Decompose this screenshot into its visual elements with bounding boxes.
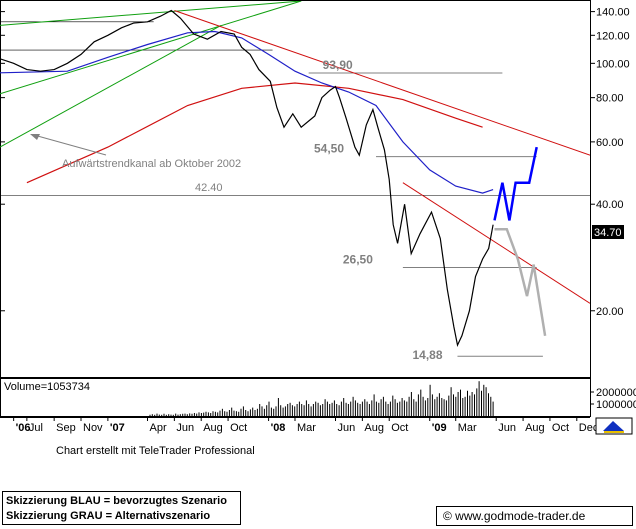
x-tick-label-3: Nov xyxy=(83,422,103,434)
y-tick-label-1: 120.00 xyxy=(596,30,630,42)
x-tick-label-12: Aug xyxy=(364,422,384,434)
y-tick-label-3: 80.00 xyxy=(596,93,624,105)
legend-box: Skizzierung BLAU = bevorzugtes Szenario … xyxy=(2,491,241,525)
downtrend-line-short xyxy=(402,182,590,304)
legend-grey: Skizzierung GRAU = Alternativszenario xyxy=(6,510,210,522)
credit-text: Chart erstellt mit TeleTrader Profession… xyxy=(56,445,255,457)
level-label-2: 42.40 xyxy=(195,182,223,194)
x-tick-label-4: '07 xyxy=(110,422,125,434)
y-tick-label-2: 100.00 xyxy=(596,58,630,70)
x-tick-label-17: Aug xyxy=(525,422,545,434)
volume-tick-label-1: 1000000 xyxy=(596,399,636,411)
x-tick-label-1: Jul xyxy=(29,422,43,434)
volume-label: Volume=1053734 xyxy=(4,381,90,393)
site-logo[interactable]: © www.godmode-trader.de xyxy=(436,506,633,526)
x-tick-label-18: Oct xyxy=(552,422,569,434)
channel-annotation: Aufwärtstrendkanal ab Oktober 2002 xyxy=(62,158,241,170)
level-label-0: 93,90 xyxy=(323,58,353,72)
annotation-arrow xyxy=(30,134,107,156)
x-tick-label-7: Aug xyxy=(203,422,223,434)
scroll-icon[interactable] xyxy=(595,417,633,435)
x-tick-label-2: Sep xyxy=(56,422,76,434)
x-tick-label-10: Mar xyxy=(297,422,316,434)
trend-channel-upper xyxy=(0,1,302,26)
moving-average-red xyxy=(26,82,483,184)
x-tick-label-9: '08 xyxy=(271,422,286,434)
y-tick-label-6: 20.00 xyxy=(596,306,624,318)
last-price-box xyxy=(592,225,624,239)
scenario-grey xyxy=(494,227,547,336)
x-tick-label-11: Jun xyxy=(338,422,356,434)
price-panel: 93,90 54,50 42.40 26,50 14,88 xyxy=(0,0,591,378)
y-tick-label-5: 40.00 xyxy=(596,199,624,211)
price-axis: 140.00 120.00 100.00 80.00 60.00 40.00 20.00 3… xyxy=(0,7,630,318)
price-series xyxy=(0,9,494,347)
scenario-blue xyxy=(493,146,538,221)
level-label-1: 54,50 xyxy=(314,142,344,156)
level-label-3: 26,50 xyxy=(343,253,373,267)
level-label-4: 14,88 xyxy=(412,348,442,362)
x-tick-label-13: Oct xyxy=(391,422,408,434)
x-tick-label-15: Mar xyxy=(458,422,477,434)
x-tick-label-16: Jun xyxy=(498,422,516,434)
y-tick-label-0: 140.00 xyxy=(596,7,630,19)
x-tick-label-6: Jun xyxy=(176,422,194,434)
x-tick-label-0: '06 xyxy=(16,422,31,434)
y-tick-label-4: 60.00 xyxy=(596,137,624,149)
x-tick-label-19: Dec xyxy=(579,422,599,434)
last-price-label: 34.70 xyxy=(594,227,622,239)
legend-blue: Skizzierung BLAU = bevorzugtes Szenario xyxy=(6,495,227,507)
x-tick-label-14: '09 xyxy=(432,422,447,434)
trend-channel-mid xyxy=(0,1,302,95)
site-url[interactable]: © www.godmode-trader.de xyxy=(443,509,586,523)
trend-channel-lower xyxy=(0,24,222,148)
x-tick-label-5: Apr xyxy=(150,422,167,434)
volume-tick-label-0: 2000000 xyxy=(596,387,636,399)
downtrend-line-long xyxy=(174,10,590,156)
moving-average-blue xyxy=(0,30,494,194)
x-tick-label-8: Oct xyxy=(230,422,247,434)
